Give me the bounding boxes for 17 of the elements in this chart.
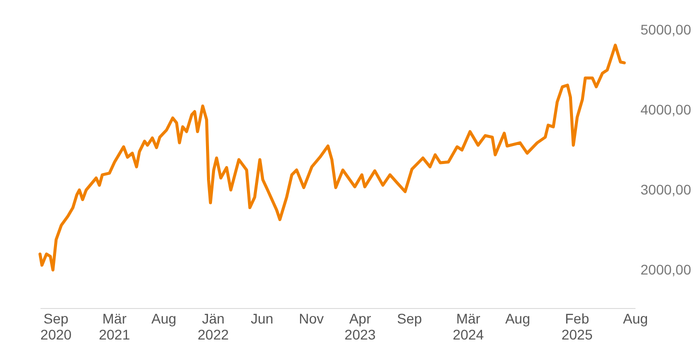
y-tick-label: 5000,00 [640, 22, 692, 38]
line-series [38, 44, 626, 272]
x-tick-label: Jun [250, 310, 274, 326]
x-tick-label: Sep 2020 [40, 310, 72, 342]
y-tick-label: 3000,00 [640, 182, 692, 198]
x-tick-label: Aug [505, 310, 530, 326]
x-tick-label: Sep [397, 310, 422, 326]
y-tick-label: 4000,00 [640, 102, 692, 118]
y-tick-label: 2000,00 [640, 262, 692, 278]
x-tick-label: Apr 2023 [344, 310, 376, 342]
x-tick-label: Mär 2024 [452, 310, 484, 342]
x-tick-label: Feb 2025 [561, 310, 593, 342]
x-tick-label: Nov [298, 310, 324, 326]
x-tick-label: Aug [151, 310, 176, 326]
x-tick-label: Mär 2021 [98, 310, 130, 342]
x-tick-label: Jän 2022 [198, 310, 229, 342]
x-tick-label: Aug [623, 310, 648, 326]
